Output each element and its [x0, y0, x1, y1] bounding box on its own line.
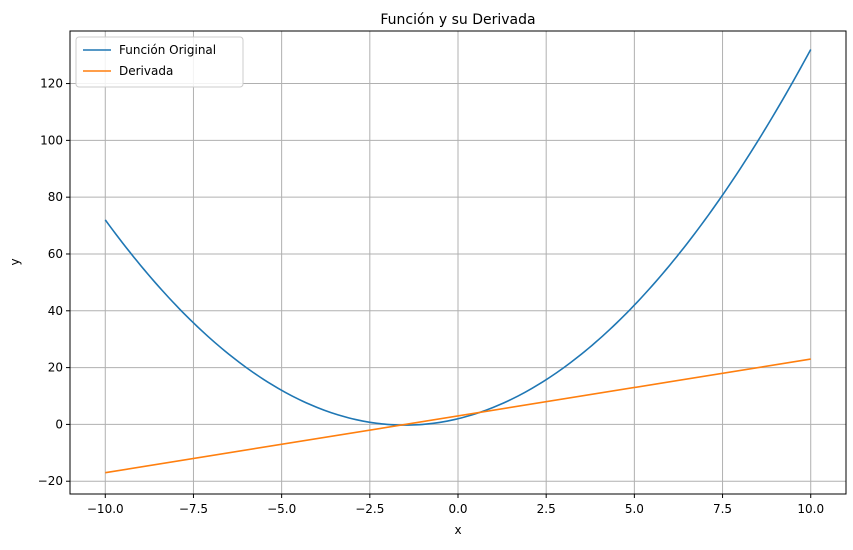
x-axis: −10.0 −7.5 −5.0 −2.5 0.0 2.5 5.0 7.5 10.0: [87, 494, 824, 516]
legend-box: [75, 36, 244, 88]
legend: Función Original Derivada: [75, 36, 244, 88]
y-tick-label: 60: [48, 247, 63, 261]
y-tick-label: 100: [40, 133, 63, 147]
y-tick-label: 0: [55, 417, 63, 431]
series-layer: [104, 49, 812, 474]
y-tick-label: 80: [48, 190, 63, 204]
x-tick-label: 0.0: [448, 502, 467, 516]
legend-label-derivada: Derivada: [119, 64, 173, 78]
y-axis: −20 0 20 40 60 80 100 120: [38, 77, 70, 488]
y-tick-label: 40: [48, 304, 63, 318]
x-axis-label: x: [454, 523, 461, 537]
x-tick-label: 2.5: [537, 502, 556, 516]
series-line-derivada: [105, 358, 811, 474]
x-tick-label: −5.0: [267, 502, 296, 516]
x-tick-label: −2.5: [355, 502, 384, 516]
y-tick-label: 20: [48, 361, 63, 375]
series-line-funcion-original: [104, 49, 812, 426]
x-tick-label: 5.0: [625, 502, 644, 516]
y-axis-label: y: [8, 258, 22, 265]
x-tick-label: 7.5: [713, 502, 732, 516]
x-tick-label: −10.0: [87, 502, 124, 516]
chart-title: Función y su Derivada: [380, 12, 535, 28]
grid: [70, 31, 846, 494]
y-tick-label: −20: [38, 474, 63, 488]
x-tick-label: −7.5: [179, 502, 208, 516]
x-tick-label: 10.0: [797, 502, 824, 516]
y-tick-label: 120: [40, 77, 63, 91]
legend-label-funcion-original: Función Original: [119, 43, 216, 57]
